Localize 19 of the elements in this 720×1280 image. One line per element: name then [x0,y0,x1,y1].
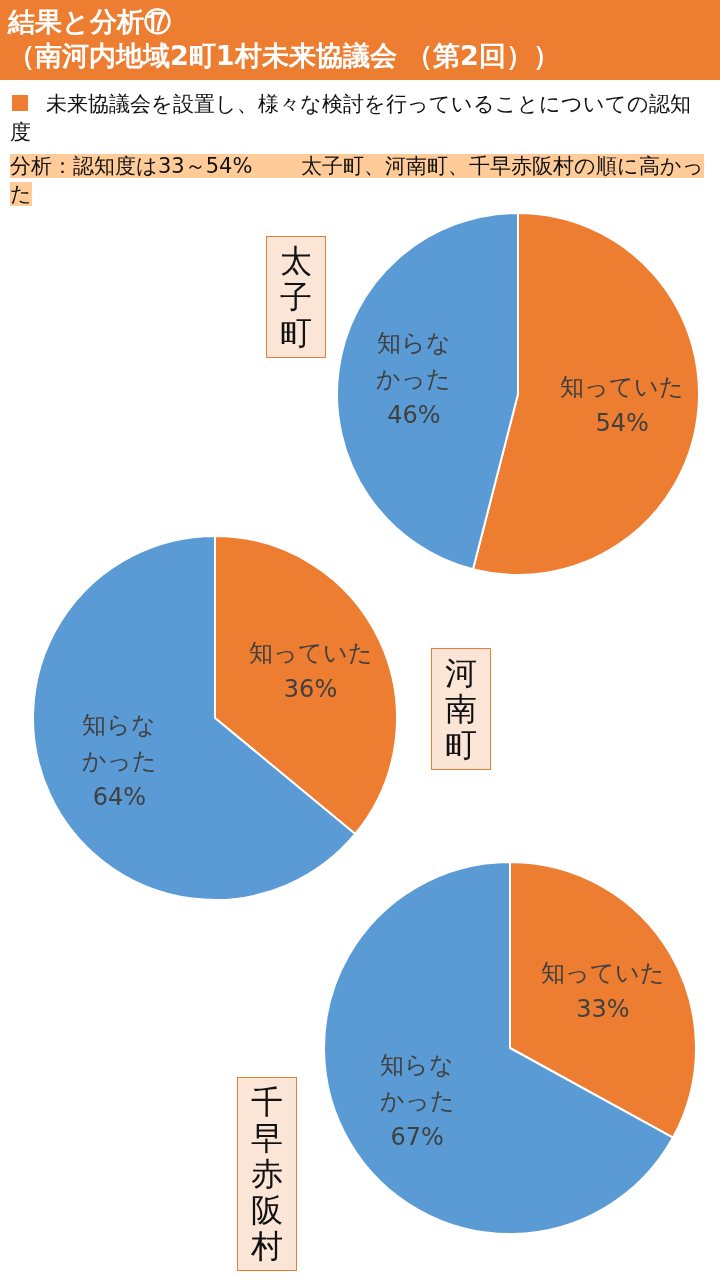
text: 分析：認知度は33～54% 太子町、河南町、千早赤阪村の順に高かった [10,154,705,206]
data-label: 67% [390,1123,444,1152]
data-label: 36% [283,675,338,704]
slice-label: 知っていた [540,959,665,988]
slice-label: 知らなかった [379,1051,455,1116]
text: 太子町 [266,236,326,358]
data-label: 54% [595,409,649,438]
text: 結果と分析⑰ [8,6,171,37]
slice-label: 知っていた [248,639,373,668]
data-label: 64% [92,783,147,812]
data-label: 46% [387,401,441,430]
slice-label: 知らなかった [81,711,157,776]
text: （南河内地域2町1村未来協議会 （第2回）） [8,40,560,71]
text: 未来協議会を設置し、様々な検討を行っていることについての認知度 [10,92,691,144]
slice-label: 知っていた [560,373,685,402]
data-label: 33% [576,995,630,1024]
text: 千早赤阪村 [237,1077,297,1271]
slice-label: 知らなかった [376,329,452,394]
text: 河南町 [431,648,491,770]
